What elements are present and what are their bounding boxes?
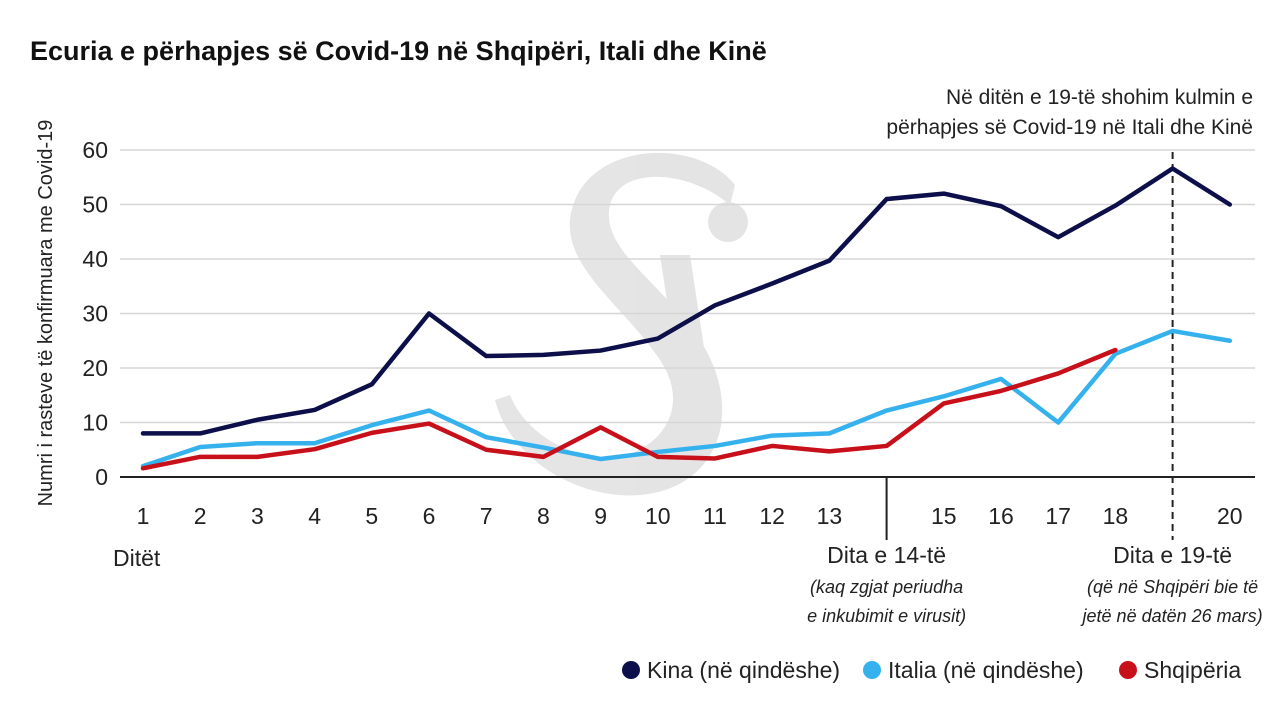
legend-label-italia: Italia (në qindëshe) [888, 657, 1084, 683]
x-tick-labels: 1 2 3 4 5 6 7 8 9 10 11 12 13 15 16 17 18 20 [137, 503, 1243, 529]
x-tick-6: 6 [423, 503, 436, 529]
series-line-kina [140, 166, 1233, 436]
marker-day-19-label: Dita e 19-të [1113, 542, 1232, 568]
y-tick-0: 0 [95, 464, 108, 490]
x-tick-11: 11 [703, 503, 727, 529]
y-tick-30: 30 [82, 301, 108, 327]
x-tick-5: 5 [365, 503, 378, 529]
x-tick-15: 15 [931, 503, 957, 529]
x-axis-label: Ditët [113, 545, 161, 571]
legend-marker-shqiperia [1119, 661, 1137, 679]
y-tick-50: 50 [82, 192, 108, 218]
y-tick-20: 20 [82, 355, 108, 381]
chart-title: Ecuria e përhapjes së Covid-19 në Shqipë… [30, 36, 767, 66]
x-tick-13: 13 [817, 503, 843, 529]
y-tick-40: 40 [82, 246, 108, 272]
x-tick-1: 1 [137, 503, 150, 529]
marker-day-14-label: Dita e 14-të [827, 542, 946, 568]
x-tick-4: 4 [308, 503, 321, 529]
series-lines [140, 166, 1233, 471]
peak-annotation-line-1: Në ditën e 19-të shohim kulmin e [946, 86, 1253, 109]
series-line-italia [140, 328, 1233, 469]
day-markers [885, 152, 1174, 540]
series-line-shqiperia [140, 347, 1118, 471]
x-tick-20: 20 [1217, 503, 1243, 529]
x-tick-10: 10 [645, 503, 671, 529]
marker-day-19-note-line-1: (që në Shqipëri bie të [1087, 577, 1258, 597]
marker-day-14-note-line-2: e inkubimit e virusit) [807, 606, 966, 626]
y-tick-labels: 0 10 20 30 40 50 60 [82, 137, 108, 490]
x-tick-2: 2 [194, 503, 207, 529]
x-tick-12: 12 [759, 503, 785, 529]
y-tick-60: 60 [82, 137, 108, 163]
legend-marker-kina [622, 661, 640, 679]
legend-label-kina: Kina (në qindëshe) [647, 657, 840, 683]
x-tick-18: 18 [1103, 503, 1129, 529]
y-tick-10: 10 [82, 410, 108, 436]
x-tick-3: 3 [251, 503, 264, 529]
x-tick-16: 16 [988, 503, 1014, 529]
marker-day-19-note-line-2: jetë në datën 26 mars) [1080, 606, 1263, 626]
x-tick-7: 7 [480, 503, 493, 529]
watermark-logo [495, 152, 748, 496]
y-axis-label: Numri i rasteve të konfirmuara me Covid-… [35, 120, 57, 507]
legend-marker-italia [863, 661, 881, 679]
legend-label-shqiperia: Shqipëria [1144, 657, 1241, 683]
legend: Kina (në qindëshe) Italia (në qindëshe) … [622, 657, 1241, 683]
marker-day-14-note-line-1: (kaq zgjat periudha [810, 577, 963, 597]
x-tick-8: 8 [537, 503, 550, 529]
x-tick-17: 17 [1045, 503, 1071, 529]
x-tick-9: 9 [594, 503, 607, 529]
peak-annotation-line-2: përhapjes së Covid-19 në Itali dhe Kinë [886, 116, 1253, 139]
grid [120, 149, 1255, 424]
